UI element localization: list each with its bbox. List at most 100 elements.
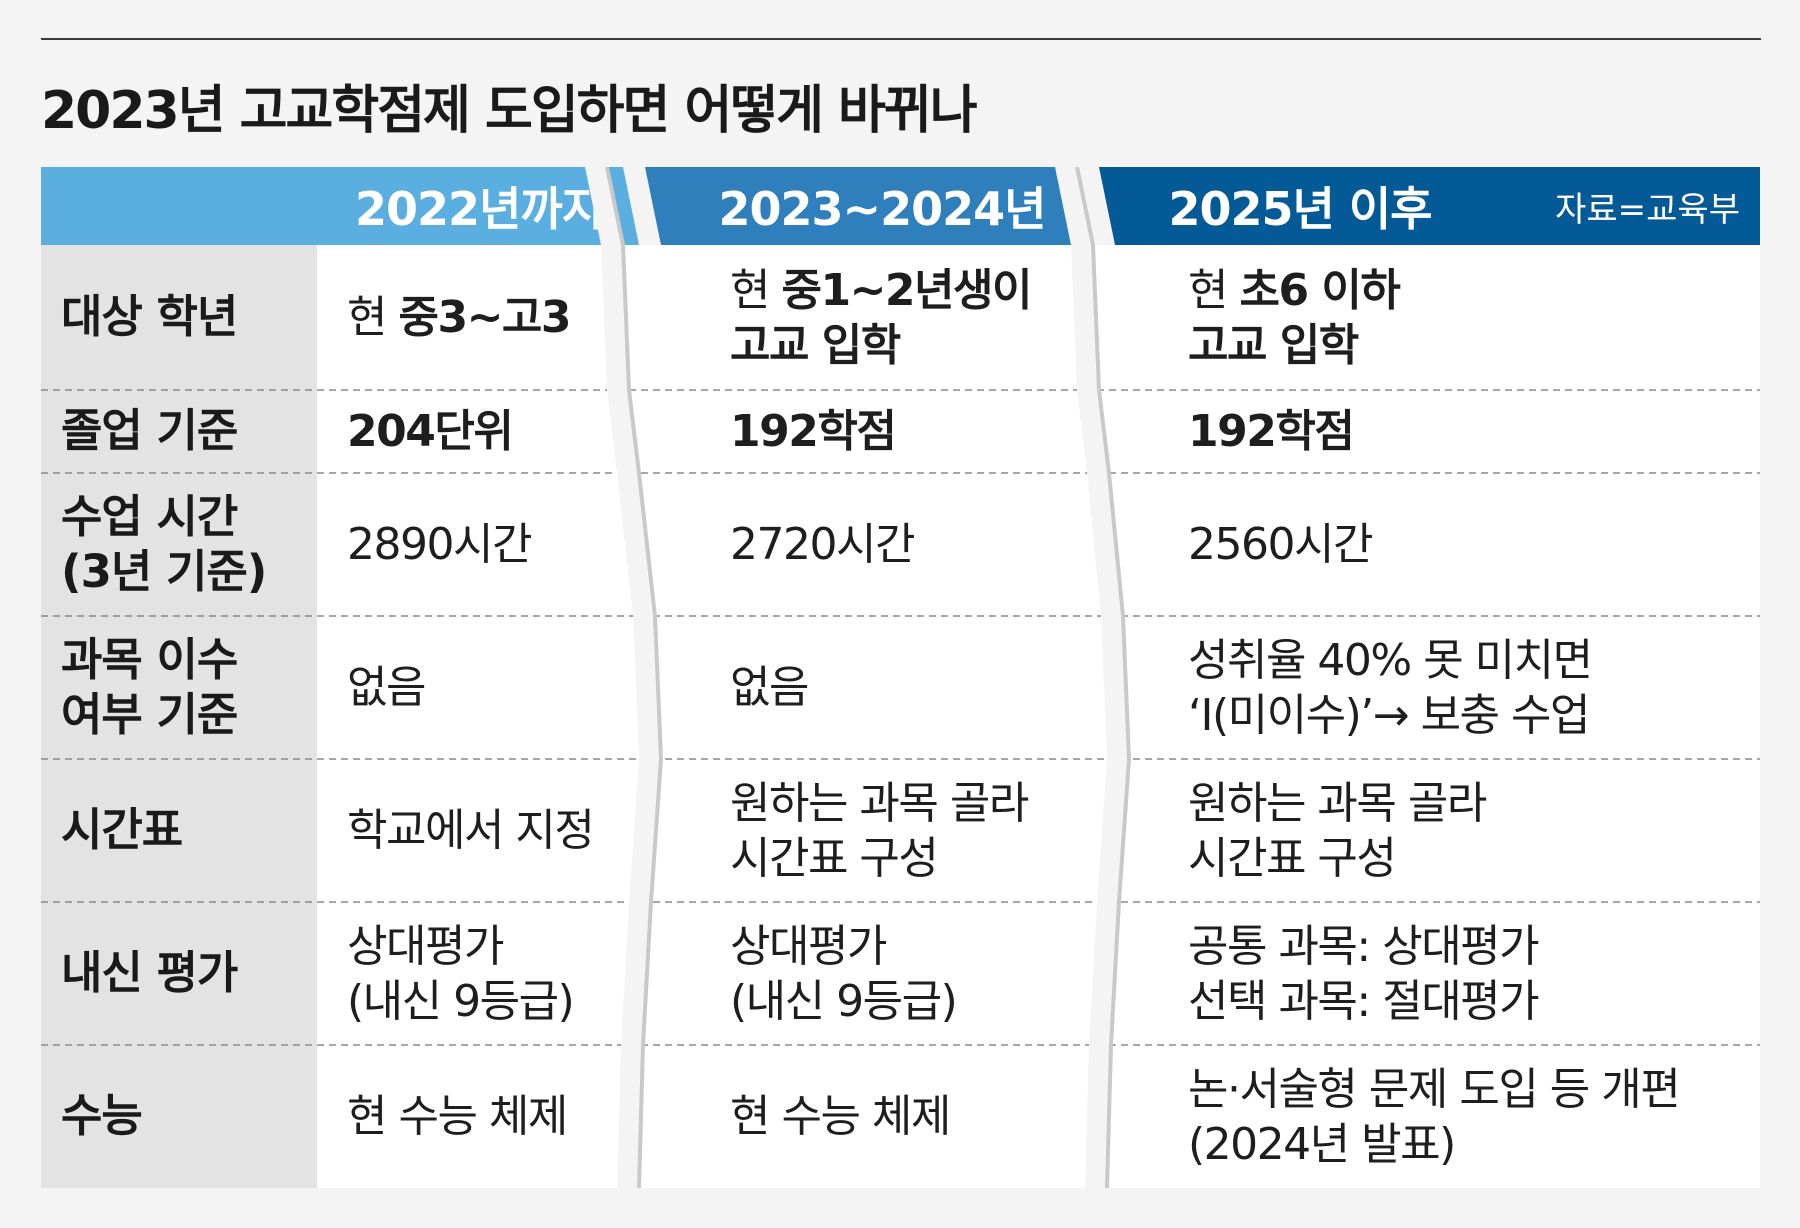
cell-2022: 학교에서 지정 xyxy=(347,759,595,902)
cell-text: 시간표 구성 xyxy=(1188,832,1397,884)
cell-text: 시간표 구성 xyxy=(730,832,939,884)
cell-text: 현 xyxy=(347,292,399,343)
cell-text: 원하는 과목 골라 xyxy=(730,777,1029,829)
cell-line: 시간표 구성 xyxy=(1188,831,1486,886)
cell-2023-2024: 상대평가 (내신 9등급) xyxy=(730,902,958,1045)
row-label-line: 여부 기준 xyxy=(61,687,238,741)
cell-line: 192학점 xyxy=(730,404,897,459)
cell-line: 192학점 xyxy=(1188,404,1355,459)
cell-text: 없음 xyxy=(347,662,426,713)
cell-text: 상대평가 xyxy=(347,920,504,972)
cell-line: 고교 입학 xyxy=(730,318,1031,373)
cell-text: 선택 과목: 절대평가 xyxy=(1188,975,1540,1027)
row-label-line: 과목 이수 xyxy=(61,632,238,686)
row-label: 수능 xyxy=(61,1045,311,1188)
row-label-line: 수업 시간 xyxy=(61,489,238,543)
cell-text-bold: 고교 입학 xyxy=(1188,319,1359,371)
cell-line: 현 수능 체제 xyxy=(347,1089,568,1144)
cell-line: ‘I(미이수)’→ 보충 수업 xyxy=(1188,688,1592,743)
row-label: 수업 시간 (3년 기준) xyxy=(61,473,311,616)
label-column-bg xyxy=(41,167,317,1188)
cell-line: 2720시간 xyxy=(730,517,915,572)
cell-text: 현 수능 체제 xyxy=(347,1091,568,1142)
cell-text: 논·서술형 문제 도입 등 개편 xyxy=(1188,1063,1681,1115)
cell-text: 2890시간 xyxy=(347,519,532,570)
cell-line: 없음 xyxy=(347,660,426,715)
cell-line: 현 중3~고3 xyxy=(347,290,572,345)
header-bg-col2 xyxy=(645,167,1093,245)
cell-line: (2024년 발표) xyxy=(1188,1117,1679,1172)
cell-2025: 192학점 xyxy=(1188,390,1355,473)
cell-2023-2024: 없음 xyxy=(730,616,809,759)
table-row: 수업 시간 (3년 기준) 2890시간 2720시간 2560시간 xyxy=(41,473,1760,616)
cell-2022: 현 중3~고3 xyxy=(347,245,572,390)
cell-line: 상대평가 xyxy=(347,919,573,974)
cell-2022: 204단위 xyxy=(347,390,514,473)
cell-2022: 2890시간 xyxy=(347,473,532,616)
header-bg-label xyxy=(41,167,317,245)
cell-text: 현 수능 체제 xyxy=(730,1091,951,1142)
cell-2025: 원하는 과목 골라 시간표 구성 xyxy=(1188,759,1487,902)
cell-text-bold: 192학점 xyxy=(1188,406,1355,457)
cell-line: 상대평가 xyxy=(730,919,956,974)
cell-text: 현 xyxy=(1188,264,1240,316)
cell-2025: 논·서술형 문제 도입 등 개편 (2024년 발표) xyxy=(1188,1045,1681,1188)
header-col-2022: 2022년까지 xyxy=(355,182,604,236)
table-row: 수능 현 수능 체제 현 수능 체제 논·서술형 문제 도입 등 개편 (2024년 발… xyxy=(41,1045,1760,1188)
cell-line: 시간표 구성 xyxy=(730,831,1028,886)
cell-line: 원하는 과목 골라 xyxy=(730,776,1029,831)
cell-line: 204단위 xyxy=(347,404,514,459)
cell-line: 공통 과목: 상대평가 xyxy=(1188,919,1540,974)
row-label-line: 시간표 xyxy=(61,803,183,857)
table-row: 졸업 기준 204단위 192학점 192학점 xyxy=(41,390,1760,473)
cell-2022: 상대평가 (내신 9등급) xyxy=(347,902,575,1045)
table-background xyxy=(41,167,1760,1188)
cell-line: 없음 xyxy=(730,660,809,715)
cell-line: 고교 입학 xyxy=(1188,318,1399,373)
cell-text: 현 xyxy=(730,264,782,316)
cell-line: 선택 과목: 절대평가 xyxy=(1188,974,1540,1029)
cell-text: 공통 과목: 상대평가 xyxy=(1188,920,1540,972)
cell-text-bold: 고교 입학 xyxy=(730,319,901,371)
cell-text-bold: 중3~고3 xyxy=(398,292,571,343)
cell-2023-2024: 2720시간 xyxy=(730,473,915,616)
cell-2022: 현 수능 체제 xyxy=(347,1045,568,1188)
row-label: 졸업 기준 xyxy=(61,390,311,473)
row-label: 내신 평가 xyxy=(61,902,311,1045)
cell-text-bold: 204단위 xyxy=(347,406,514,457)
row-label-line: 대상 학년 xyxy=(61,290,238,344)
cell-text: (내신 9등급) xyxy=(730,975,958,1027)
table-row: 대상 학년 현 중3~고3 현 중1~2년생이 고교 입학 현 초6 이하 고교 입학 xyxy=(41,245,1760,390)
row-label: 시간표 xyxy=(61,759,311,902)
row-label-line: 졸업 기준 xyxy=(61,404,238,458)
row-label-line: 수능 xyxy=(61,1089,143,1143)
cell-line: 2890시간 xyxy=(347,517,532,572)
cell-2023-2024: 원하는 과목 골라 시간표 구성 xyxy=(730,759,1029,902)
cell-text: 성취율 40% 못 미치면 xyxy=(1188,634,1593,686)
table-row: 시간표 학교에서 지정 원하는 과목 골라 시간표 구성 원하는 과목 골라 시간표 구성 xyxy=(41,759,1760,902)
cell-2023-2024: 현 수능 체제 xyxy=(730,1045,951,1188)
cell-line: 현 수능 체제 xyxy=(730,1089,951,1144)
cell-line: 현 초6 이하 xyxy=(1188,263,1401,318)
row-label: 과목 이수 여부 기준 xyxy=(61,616,311,759)
cell-2023-2024: 192학점 xyxy=(730,390,897,473)
cell-line: 현 중1~2년생이 xyxy=(730,263,1032,318)
cell-line: 2560시간 xyxy=(1188,517,1373,572)
table-row: 내신 평가 상대평가 (내신 9등급) 상대평가 (내신 9등급) 공통 과목: 상대평가… xyxy=(41,902,1760,1045)
cell-line: 학교에서 지정 xyxy=(347,803,595,858)
table-body-bg xyxy=(41,245,1760,1188)
cell-text: (2024년 발표) xyxy=(1188,1118,1456,1170)
row-label-line: (3년 기준) xyxy=(61,544,267,598)
comparison-table: 2022년까지 2023~2024년 2025년 이후 자료=교육부 대상 학년… xyxy=(41,167,1760,1188)
cell-text: 상대평가 xyxy=(730,920,887,972)
cell-line: 논·서술형 문제 도입 등 개편 xyxy=(1188,1062,1681,1117)
cell-text-bold: 초6 이하 xyxy=(1239,264,1400,316)
header-col-2023-2024: 2023~2024년 xyxy=(718,182,1047,236)
cell-text: 원하는 과목 골라 xyxy=(1188,777,1487,829)
cell-text: 2560시간 xyxy=(1188,519,1373,570)
source-note: 자료=교육부 xyxy=(1555,189,1740,230)
row-label: 대상 학년 xyxy=(61,245,311,390)
cell-2025: 2560시간 xyxy=(1188,473,1373,616)
cell-text: 2720시간 xyxy=(730,519,915,570)
header-col-2025: 2025년 이후 xyxy=(1168,182,1432,236)
